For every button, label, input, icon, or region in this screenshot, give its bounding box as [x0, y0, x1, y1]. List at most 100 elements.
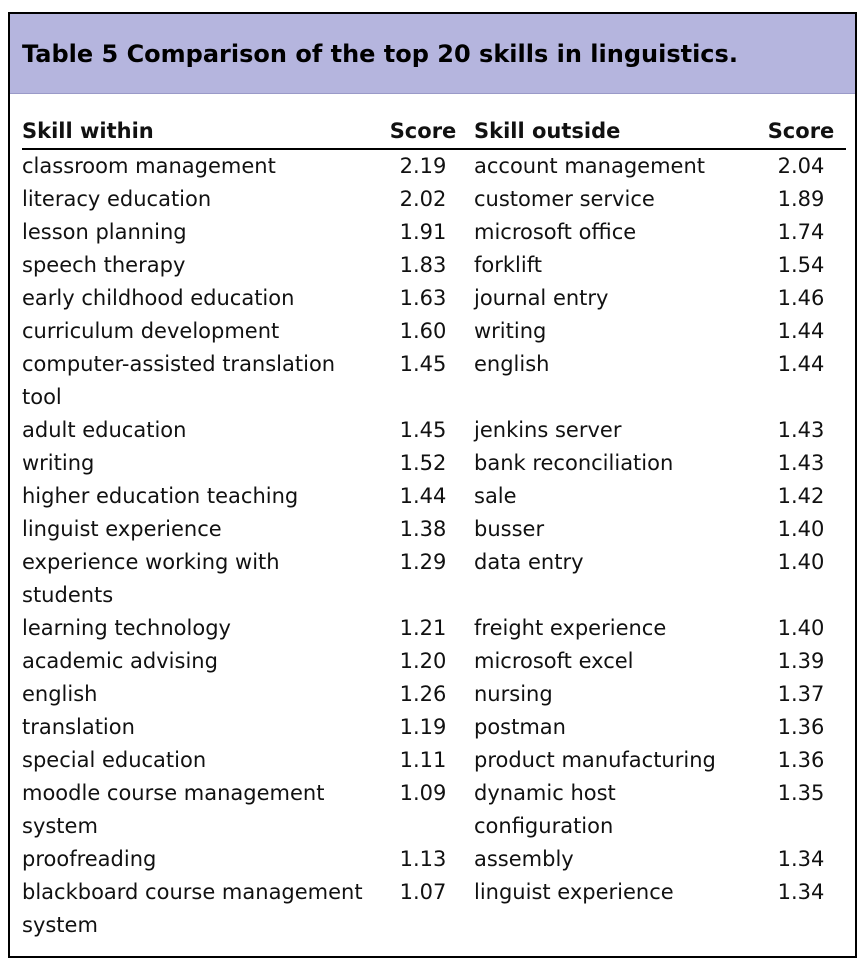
- skill-cell: jenkins server: [474, 418, 622, 442]
- header-row: Skill within Score Skill outside Score: [22, 114, 846, 150]
- table-row: writing 1.52 bank reconciliation 1.43: [22, 447, 846, 480]
- skill-cell: classroom management: [22, 154, 276, 178]
- skill-cell: writing: [22, 451, 95, 475]
- score-cell: 1.36: [777, 715, 825, 739]
- score-cell: 1.45: [399, 418, 447, 442]
- table-row: linguist experience 1.38 busser 1.40: [22, 513, 846, 546]
- skill-cell: proofreading: [22, 847, 157, 871]
- skill-cell: busser: [474, 517, 545, 541]
- skill-cell: experience working with students: [22, 550, 280, 607]
- score-cell: 2.04: [777, 154, 825, 178]
- score-cell: 1.43: [777, 451, 825, 475]
- skill-cell: blackboard course management system: [22, 880, 363, 937]
- score-cell: 1.91: [399, 220, 447, 244]
- score-cell: 1.35: [777, 781, 825, 805]
- table-frame: Table 5 Comparison of the top 20 skills …: [8, 12, 857, 958]
- score-cell: 1.40: [777, 550, 825, 574]
- table-row: proofreading 1.13 assembly 1.34: [22, 843, 846, 876]
- skill-cell: postman: [474, 715, 566, 739]
- score-cell: 1.42: [777, 484, 825, 508]
- table-body: classroom management 2.19 account manageme…: [22, 149, 846, 942]
- score-cell: 1.37: [777, 682, 825, 706]
- table-row: experience working with students 1.29 data…: [22, 546, 846, 612]
- score-cell: 1.43: [777, 418, 825, 442]
- score-cell: 1.34: [777, 847, 825, 871]
- score-cell: 1.52: [399, 451, 447, 475]
- score-cell: 1.83: [399, 253, 447, 277]
- skill-cell: forklift: [474, 253, 542, 277]
- score-cell: 1.13: [399, 847, 447, 871]
- skill-cell: freight experience: [474, 616, 667, 640]
- score-cell: 1.26: [399, 682, 447, 706]
- skill-cell: data entry: [474, 550, 584, 574]
- skill-cell: academic advising: [22, 649, 218, 673]
- score-cell: 2.02: [399, 187, 447, 211]
- skill-cell: special education: [22, 748, 207, 772]
- table-row: learning technology 1.21 freight experienc…: [22, 612, 846, 645]
- score-cell: 1.44: [399, 484, 447, 508]
- skill-cell: microsoft excel: [474, 649, 634, 673]
- column-header: Score: [756, 114, 846, 150]
- table-row: literacy education 2.02 customer service 1.…: [22, 183, 846, 216]
- table-row: blackboard course management system 1.07 l…: [22, 876, 846, 942]
- score-cell: 1.39: [777, 649, 825, 673]
- skill-cell: journal entry: [474, 286, 609, 310]
- skill-cell: speech therapy: [22, 253, 186, 277]
- score-cell: 1.44: [777, 352, 825, 376]
- score-cell: 1.11: [399, 748, 447, 772]
- table-row: higher education teaching 1.44 sale 1.42: [22, 480, 846, 513]
- table-row: curriculum development 1.60 writing 1.44: [22, 315, 846, 348]
- score-cell: 1.54: [777, 253, 825, 277]
- score-cell: 1.21: [399, 616, 447, 640]
- score-cell: 1.60: [399, 319, 447, 343]
- score-cell: 1.63: [399, 286, 447, 310]
- table-row: speech therapy 1.83 forklift 1.54: [22, 249, 846, 282]
- score-cell: 1.29: [399, 550, 447, 574]
- score-cell: 1.74: [777, 220, 825, 244]
- skill-cell: learning technology: [22, 616, 231, 640]
- table-row: computer-assisted translation tool 1.45 en…: [22, 348, 846, 414]
- skill-cell: linguist experience: [22, 517, 222, 541]
- score-cell: 2.19: [399, 154, 447, 178]
- score-cell: 1.19: [399, 715, 447, 739]
- skill-cell: nursing: [474, 682, 553, 706]
- skill-cell: linguist experience: [474, 880, 674, 904]
- table-row: english 1.26 nursing 1.37: [22, 678, 846, 711]
- skill-cell: assembly: [474, 847, 574, 871]
- table-row: translation 1.19 postman 1.36: [22, 711, 846, 744]
- skills-table: Skill within Score Skill outside Score clas…: [22, 114, 846, 942]
- column-header: Skill within: [22, 114, 372, 150]
- skill-cell: lesson planning: [22, 220, 187, 244]
- skill-cell: adult education: [22, 418, 187, 442]
- score-cell: 1.44: [777, 319, 825, 343]
- score-cell: 1.89: [777, 187, 825, 211]
- skill-cell: curriculum development: [22, 319, 280, 343]
- table-row: moodle course management system 1.09 dynam…: [22, 777, 846, 843]
- skill-cell: english: [474, 352, 550, 376]
- score-cell: 1.38: [399, 517, 447, 541]
- score-cell: 1.36: [777, 748, 825, 772]
- skill-cell: microsoft office: [474, 220, 637, 244]
- score-cell: 1.45: [399, 352, 447, 376]
- score-cell: 1.09: [399, 781, 447, 805]
- score-cell: 1.20: [399, 649, 447, 673]
- skill-cell: early childhood education: [22, 286, 295, 310]
- score-cell: 1.46: [777, 286, 825, 310]
- skill-cell: computer-assisted translation tool: [22, 352, 336, 409]
- skill-cell: dynamic host configuration: [474, 781, 616, 838]
- table-row: lesson planning 1.91 microsoft office 1.74: [22, 216, 846, 249]
- column-header: Skill outside: [474, 114, 756, 150]
- score-cell: 1.40: [777, 616, 825, 640]
- skill-cell: translation: [22, 715, 135, 739]
- table-row: special education 1.11 product manufacturi…: [22, 744, 846, 777]
- table-row: classroom management 2.19 account manageme…: [22, 149, 846, 183]
- skill-cell: sale: [474, 484, 517, 508]
- skill-cell: account management: [474, 154, 706, 178]
- table-row: adult education 1.45 jenkins server 1.43: [22, 414, 846, 447]
- score-cell: 1.07: [399, 880, 447, 904]
- score-cell: 1.34: [777, 880, 825, 904]
- skill-cell: product manufacturing: [474, 748, 716, 772]
- column-header: Score: [372, 114, 474, 150]
- skill-cell: customer service: [474, 187, 655, 211]
